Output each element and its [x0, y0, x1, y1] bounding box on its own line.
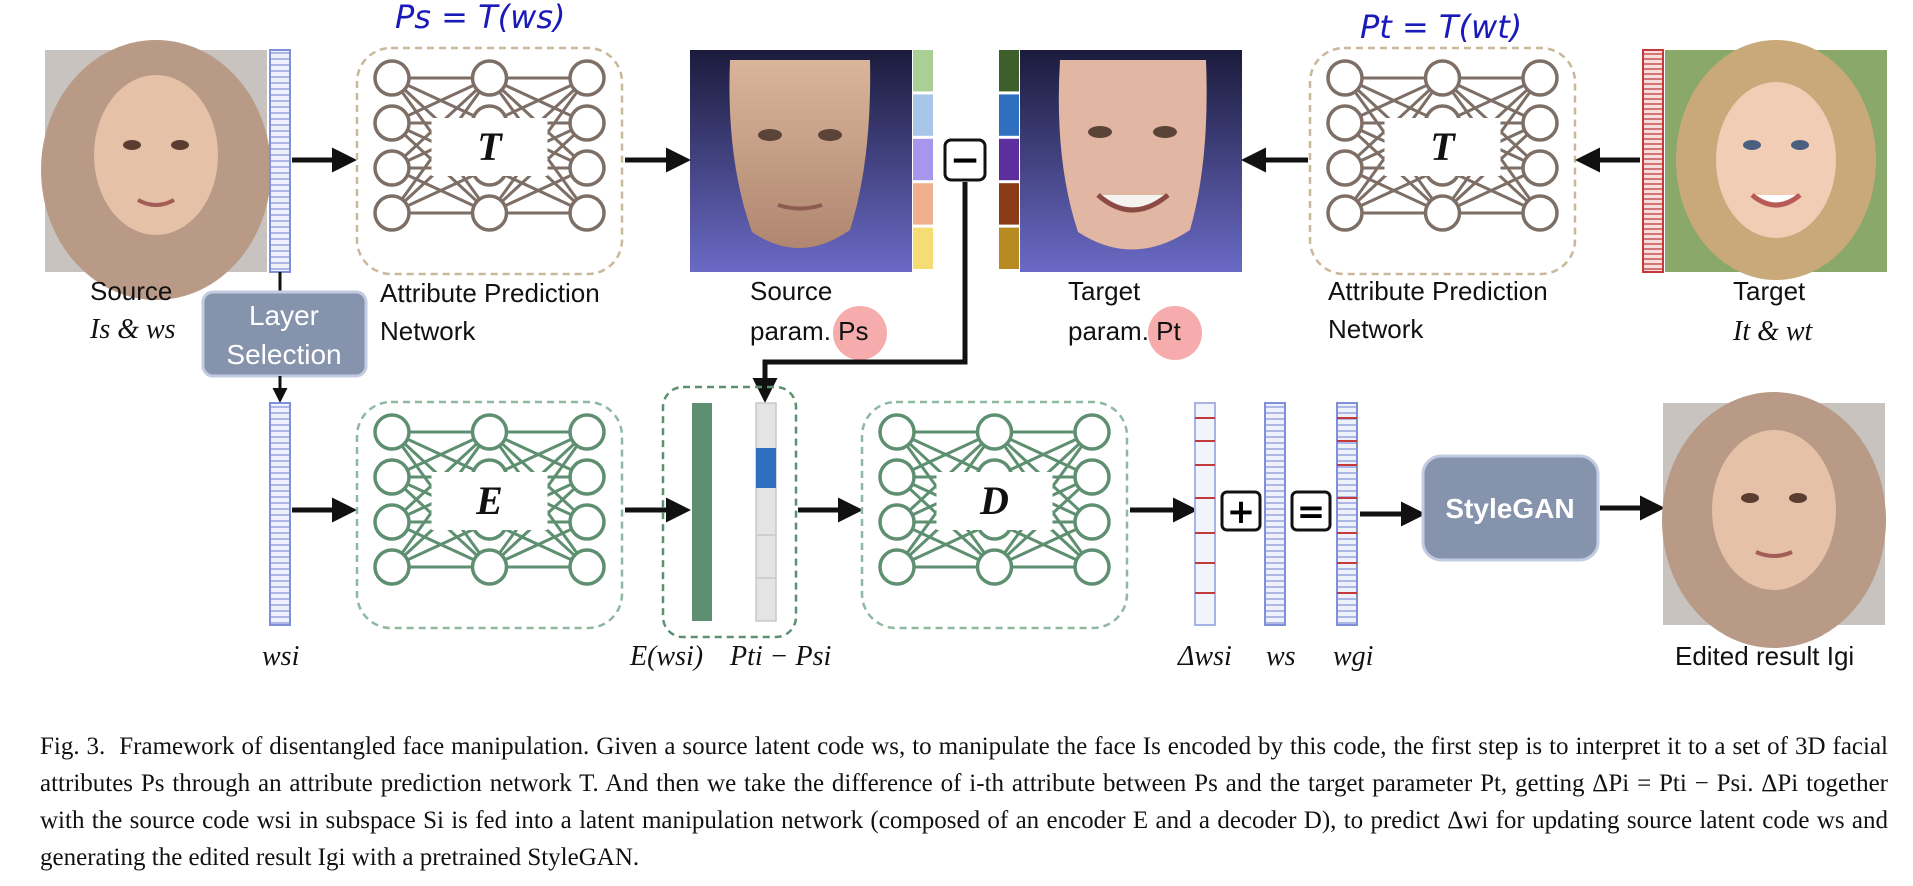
delta-ws-bar — [1194, 402, 1216, 626]
network-t-right-letter: T — [1430, 124, 1456, 169]
attribute-prediction-network-right: T — [1308, 46, 1577, 276]
wsi-latent-bar — [269, 402, 291, 626]
target-bar-segment — [999, 183, 1019, 225]
attr-net-left-label-2: Network — [380, 316, 476, 346]
source-sub-label: Is & ws — [89, 314, 176, 345]
ws-label: ws — [1266, 641, 1296, 672]
pt-minus-ps-label: Pti − Psi — [729, 641, 831, 672]
wg-label: wgi — [1333, 641, 1373, 672]
decoder-network: D — [860, 400, 1129, 630]
source-bar-segment — [913, 183, 933, 225]
attribute-diff-bar — [755, 402, 777, 622]
concat-dashed-box — [661, 385, 798, 639]
network-t-left-letter: T — [477, 124, 503, 169]
target-latent-bar — [1642, 49, 1664, 273]
source-face-image — [41, 40, 271, 300]
target-param-color-bar — [999, 50, 1019, 269]
figure-caption: Fig. 3. Framework of disentangled face m… — [40, 728, 1888, 876]
source-bar-segment — [913, 50, 933, 92]
delta-ws-label: Δwsi — [1177, 641, 1232, 672]
source-formula: Ps = T(ws) — [395, 0, 565, 36]
plus-symbol: + — [1227, 492, 1256, 532]
source-bar-segment — [913, 138, 933, 181]
wg-bar-marks — [1337, 417, 1357, 594]
equals-symbol: = — [1297, 492, 1326, 532]
minus-symbol: − — [950, 140, 980, 181]
wsi-label: wsi — [262, 641, 299, 672]
target-formula: Pt = T(wt) — [1360, 8, 1522, 46]
target-bar-segment — [999, 138, 1019, 181]
attr-net-right-label-1: Attribute Prediction — [1328, 276, 1548, 306]
delta-ws-bar-marks — [1195, 417, 1215, 594]
encoded-feature-bar — [692, 403, 712, 621]
layer-selection-label-2: Selection — [226, 339, 341, 370]
layer-selection-box — [201, 290, 368, 378]
edited-result-label: Edited result Igi — [1675, 641, 1854, 671]
source-param-label: Source — [750, 276, 832, 306]
attr-net-right-label-2: Network — [1328, 314, 1424, 344]
wg-bar — [1336, 402, 1358, 626]
source-param-highlight — [833, 306, 887, 360]
arrow-minus-to-diff — [752, 182, 968, 403]
layer-selection-label-1: Layer — [249, 300, 319, 331]
stylegan-box — [1421, 454, 1600, 562]
target-param-highlight — [1148, 306, 1202, 360]
target-3d-face — [1020, 50, 1242, 272]
target-bar-segment — [999, 227, 1019, 269]
edited-result-image — [1662, 392, 1886, 648]
caption-text: Framework of disentangled face manipulat… — [40, 733, 1888, 871]
target-bar-segment — [999, 50, 1019, 92]
target-label: Target — [1733, 276, 1806, 306]
target-param-label: Target — [1068, 276, 1141, 306]
plus-operator-box — [1220, 490, 1262, 532]
target-param-sub-label: param. Pt — [1068, 316, 1181, 346]
ws-bar — [1264, 402, 1286, 626]
source-3d-face — [690, 50, 912, 272]
encoder-network: E — [355, 400, 624, 630]
source-param-sub-label: param. Ps — [750, 316, 869, 346]
caption-figure-number: Fig. 3. — [40, 733, 106, 760]
source-param-color-bar — [913, 50, 933, 269]
minus-operator-box — [943, 138, 987, 182]
equals-operator-box — [1290, 490, 1332, 532]
source-bar-segment — [913, 227, 933, 269]
e-ws-label: E(wsi) — [629, 641, 703, 672]
attr-net-left-label-1: Attribute Prediction — [380, 278, 600, 308]
source-bar-segment — [913, 94, 933, 136]
source-label: Source — [90, 276, 172, 306]
decoder-letter: D — [979, 478, 1009, 523]
target-bar-segment — [999, 94, 1019, 136]
encoder-letter: E — [475, 478, 503, 523]
framework-diagram: Ps = T(ws) Pt = T(wt) T − — [41, 0, 1887, 672]
attribute-prediction-network-left: T — [355, 46, 624, 276]
source-latent-bar — [269, 49, 291, 273]
target-sub-label: It & wt — [1732, 316, 1814, 347]
stylegan-label: StyleGAN — [1445, 493, 1574, 524]
target-face-image — [1665, 40, 1887, 280]
